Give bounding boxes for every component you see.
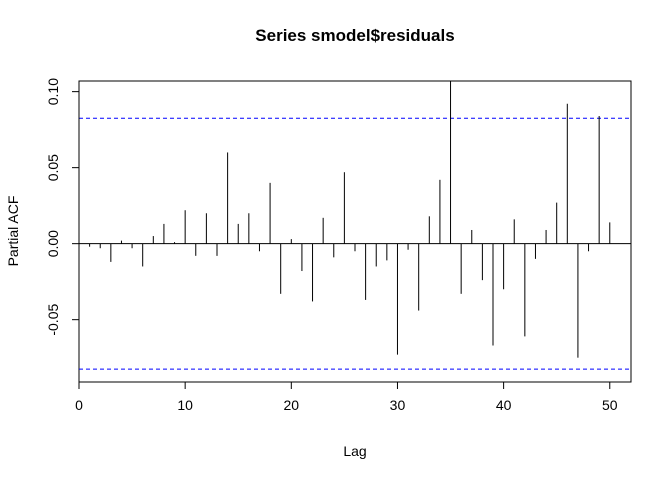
x-tick-label: 20	[284, 397, 300, 413]
y-tick-label: 0.05	[45, 154, 61, 181]
x-axis-label: Lag	[343, 443, 366, 459]
x-tick-label: 10	[177, 397, 193, 413]
x-tick-label: 50	[602, 397, 618, 413]
x-tick-label: 0	[75, 397, 83, 413]
y-axis-label: Partial ACF	[5, 196, 21, 267]
x-tick-label: 40	[496, 397, 512, 413]
y-tick-label: 0.00	[45, 230, 61, 257]
plot-box	[78, 80, 632, 383]
x-tick-label: 30	[390, 397, 406, 413]
y-tick-label: -0.05	[45, 304, 61, 336]
chart-title: Series smodel$residuals	[255, 26, 454, 45]
y-tick-label: 0.10	[45, 78, 61, 105]
